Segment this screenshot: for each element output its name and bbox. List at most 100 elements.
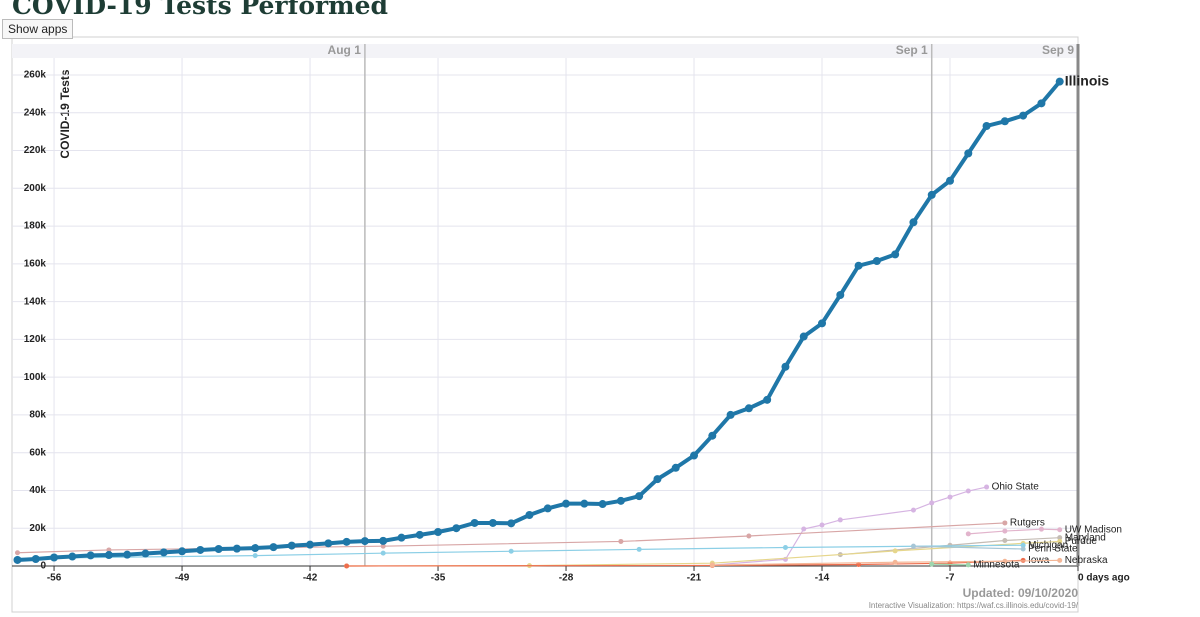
data-point	[892, 548, 898, 554]
data-point	[269, 543, 278, 552]
data-point	[287, 541, 296, 550]
data-point	[1057, 527, 1063, 533]
y-tick-label: 260k	[24, 70, 47, 81]
series-line	[931, 563, 969, 566]
series-line	[17, 522, 1005, 554]
data-point	[360, 537, 369, 546]
data-point	[892, 559, 898, 565]
x-tick-label: -21	[687, 573, 702, 584]
data-point	[616, 496, 625, 505]
data-point	[14, 550, 20, 556]
data-point	[910, 543, 916, 549]
data-point	[488, 518, 497, 527]
data-point	[1057, 535, 1063, 541]
series-label: UW Madison	[1065, 524, 1122, 535]
data-point	[1020, 542, 1026, 548]
y-tick-label: 200k	[24, 183, 47, 194]
y-tick-label: 180k	[24, 221, 47, 232]
series-line	[712, 486, 987, 566]
data-point	[636, 546, 642, 552]
series-label: Michigan	[1028, 540, 1068, 551]
y-tick-label: 120k	[24, 334, 47, 345]
data-point	[1019, 111, 1028, 120]
series-label: Ohio State	[992, 482, 1040, 493]
data-point	[1057, 557, 1063, 563]
data-point	[68, 552, 77, 561]
series-line	[17, 80, 1062, 562]
y-tick-label: 80k	[29, 410, 46, 421]
data-point	[837, 517, 843, 523]
data-point	[196, 545, 205, 554]
data-point	[598, 500, 607, 509]
data-point	[836, 291, 845, 300]
data-point	[671, 463, 680, 472]
data-point	[929, 500, 935, 506]
data-point	[982, 121, 991, 130]
chart-frame	[11, 36, 1079, 613]
data-point	[965, 531, 971, 537]
data-point	[947, 494, 953, 500]
data-point	[252, 553, 258, 559]
date-marker-label: Aug 1	[328, 43, 362, 57]
data-point	[525, 511, 534, 520]
data-point	[415, 530, 424, 539]
data-point	[872, 257, 881, 266]
y-tick-label: 140k	[24, 296, 47, 307]
data-point	[965, 562, 971, 568]
series-line	[913, 545, 1024, 550]
credit-note: Interactive Visualization: https://waf.c…	[869, 601, 1079, 610]
data-point	[854, 261, 863, 270]
series-label: Minnesota	[973, 560, 1020, 571]
x-tick-label: -49	[175, 573, 190, 584]
y-tick-label: 220k	[24, 145, 47, 156]
data-point	[653, 475, 662, 484]
data-point	[618, 538, 624, 544]
x-tick-label: -7	[946, 573, 955, 584]
series-line	[968, 528, 1060, 535]
data-point	[1002, 538, 1008, 544]
data-point	[746, 533, 752, 539]
data-point	[380, 550, 386, 556]
page-title: COVID-19 Tests Performed	[12, 0, 389, 20]
data-point	[1000, 117, 1009, 126]
data-point	[891, 250, 900, 259]
data-point	[929, 561, 935, 567]
x-tick-label: -35	[431, 573, 446, 584]
y-tick-label: 100k	[24, 372, 47, 383]
data-point	[232, 544, 241, 553]
data-point	[1002, 558, 1008, 564]
data-point	[782, 544, 788, 550]
data-point	[13, 555, 22, 564]
data-point	[690, 451, 699, 460]
x-tick-label: -28	[559, 573, 574, 584]
data-point	[709, 562, 715, 568]
series-label: Maryland	[1065, 532, 1106, 543]
data-point	[470, 518, 479, 527]
data-point	[397, 533, 406, 542]
x-tick-label: -14	[815, 573, 830, 584]
data-point	[909, 218, 918, 227]
data-point	[1057, 538, 1063, 544]
data-point	[106, 547, 112, 553]
data-point	[562, 499, 571, 508]
series-label: Purdue	[1065, 536, 1098, 547]
tooltip: Show apps	[2, 19, 74, 39]
data-point	[178, 547, 187, 556]
data-point	[1055, 77, 1064, 86]
data-point	[1002, 520, 1008, 526]
data-point	[819, 522, 825, 528]
data-point	[781, 362, 790, 371]
date-marker-label: Sep 1	[896, 43, 928, 57]
data-point	[306, 540, 315, 549]
data-point	[434, 528, 443, 537]
data-point	[580, 499, 589, 508]
data-point	[708, 431, 717, 440]
data-point	[379, 536, 388, 545]
data-point	[818, 319, 827, 328]
data-point	[1037, 99, 1046, 108]
data-point	[159, 548, 168, 557]
y-tick-label: 60k	[29, 447, 46, 458]
y-tick-label: 40k	[29, 485, 46, 496]
